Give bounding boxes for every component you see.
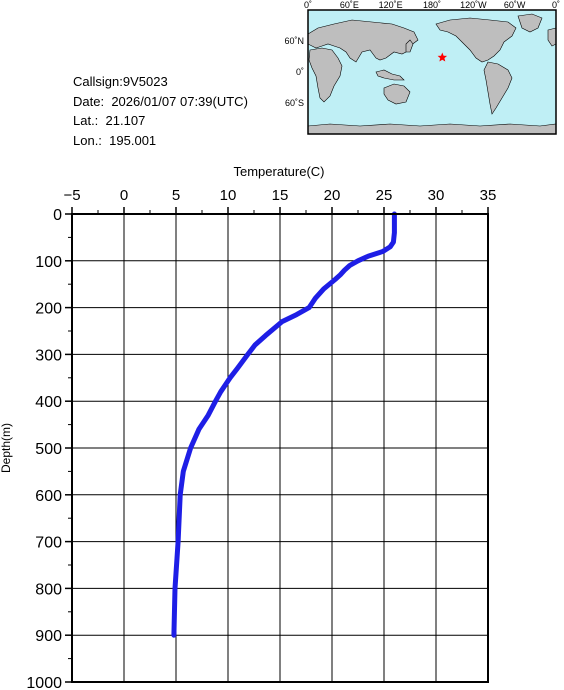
land-eurasia	[307, 19, 419, 63]
lon-value: 195.001	[109, 132, 157, 148]
land-africa	[308, 47, 343, 103]
x-tick-label: 30	[428, 187, 445, 204]
y-tick-label: 400	[35, 394, 62, 411]
callsign-row: Callsign:9V5023	[73, 72, 248, 92]
lat-row: Lat.: 21.107	[73, 111, 248, 131]
map-landmasses	[307, 13, 557, 135]
y-tick-label: 500	[35, 441, 62, 458]
x-tick-labels: −5 0 5 10 15 20 25 30 35	[63, 187, 496, 204]
map-lon-tick-label: 180˚	[423, 0, 441, 10]
y-tick-label: 100	[35, 254, 62, 271]
x-tick-label: 35	[480, 187, 497, 204]
y-tick-label: 200	[35, 301, 62, 318]
world-map: 0˚ 60˚E 120˚E 180˚ 120˚W 60˚W 0˚ 60˚N 0˚ 60˚S	[284, 0, 560, 135]
map-lon-tick-label: 60˚W	[504, 0, 526, 10]
land-north-america	[435, 17, 517, 63]
chart-grid	[72, 214, 488, 682]
land-japan	[405, 39, 414, 53]
map-lat-tick-label: 60˚N	[284, 36, 304, 46]
map-lon-labels: 0˚ 60˚E 120˚E 180˚ 120˚W 60˚W 0˚	[304, 0, 560, 10]
map-lon-tick-label: 0˚	[552, 0, 560, 10]
map-lat-labels: 60˚N 0˚ 60˚S	[284, 36, 304, 108]
map-lat-tick-label: 0˚	[296, 67, 304, 77]
land-australia	[383, 83, 411, 105]
map-lon-tick-label: 0˚	[304, 0, 312, 10]
date-row: Date: 2026/01/07 07:39(UTC)	[73, 92, 248, 112]
callsign-label: Callsign:	[73, 74, 123, 89]
y-tick-label: 800	[35, 581, 62, 598]
map-frame	[307, 9, 557, 135]
x-tick-label: 0	[120, 187, 128, 204]
plot-frame	[71, 213, 489, 683]
date-label: Date:	[73, 93, 105, 109]
lat-label: Lat.:	[73, 113, 99, 128]
station-info: Callsign:9V5023 Date: 2026/01/07 07:39(U…	[73, 72, 248, 150]
y-tick-label: 300	[35, 347, 62, 364]
x-tick-label: 25	[376, 187, 393, 204]
map-lon-tick-label: 60˚E	[340, 0, 359, 10]
map-lon-tick-label: 120˚E	[379, 0, 403, 10]
land-greenland	[517, 13, 543, 33]
lon-row: Lon.: 195.001	[73, 131, 248, 151]
y-tick-label: 600	[35, 488, 62, 505]
x-tick-label: 5	[172, 187, 180, 204]
x-tick-label: 15	[272, 187, 289, 204]
map-position-marker	[437, 52, 448, 62]
map-lat-tick-label: 60˚S	[285, 98, 304, 108]
temperature-profile-line	[171, 211, 397, 638]
date-value: 2026/01/07 07:39(UTC)	[111, 93, 248, 109]
lon-label: Lon.:	[73, 132, 102, 148]
x-tick-label: −5	[63, 187, 80, 204]
land-south-america	[483, 61, 513, 115]
map-lon-tick-label: 120˚W	[460, 0, 487, 10]
land-indonesia	[375, 69, 405, 81]
chart-ticks	[65, 207, 489, 683]
x-tick-label: 20	[324, 187, 341, 204]
land-europe-west	[547, 27, 557, 47]
callsign-value: 9V5023	[122, 74, 168, 89]
x-axis-title: Temperature(C)	[233, 164, 324, 179]
position-star-icon	[437, 52, 448, 62]
y-tick-label: 700	[35, 535, 62, 552]
lat-value: 21.107	[105, 113, 146, 128]
y-tick-labels: 0 100 200 300 400 500 600 700 800 900 1000	[26, 207, 62, 690]
y-tick-label: 1000	[26, 675, 62, 690]
x-tick-label: 10	[220, 187, 237, 204]
y-tick-label: 900	[35, 628, 62, 645]
y-tick-label: 0	[53, 207, 62, 224]
y-axis-title: Depth(m)	[0, 423, 13, 473]
